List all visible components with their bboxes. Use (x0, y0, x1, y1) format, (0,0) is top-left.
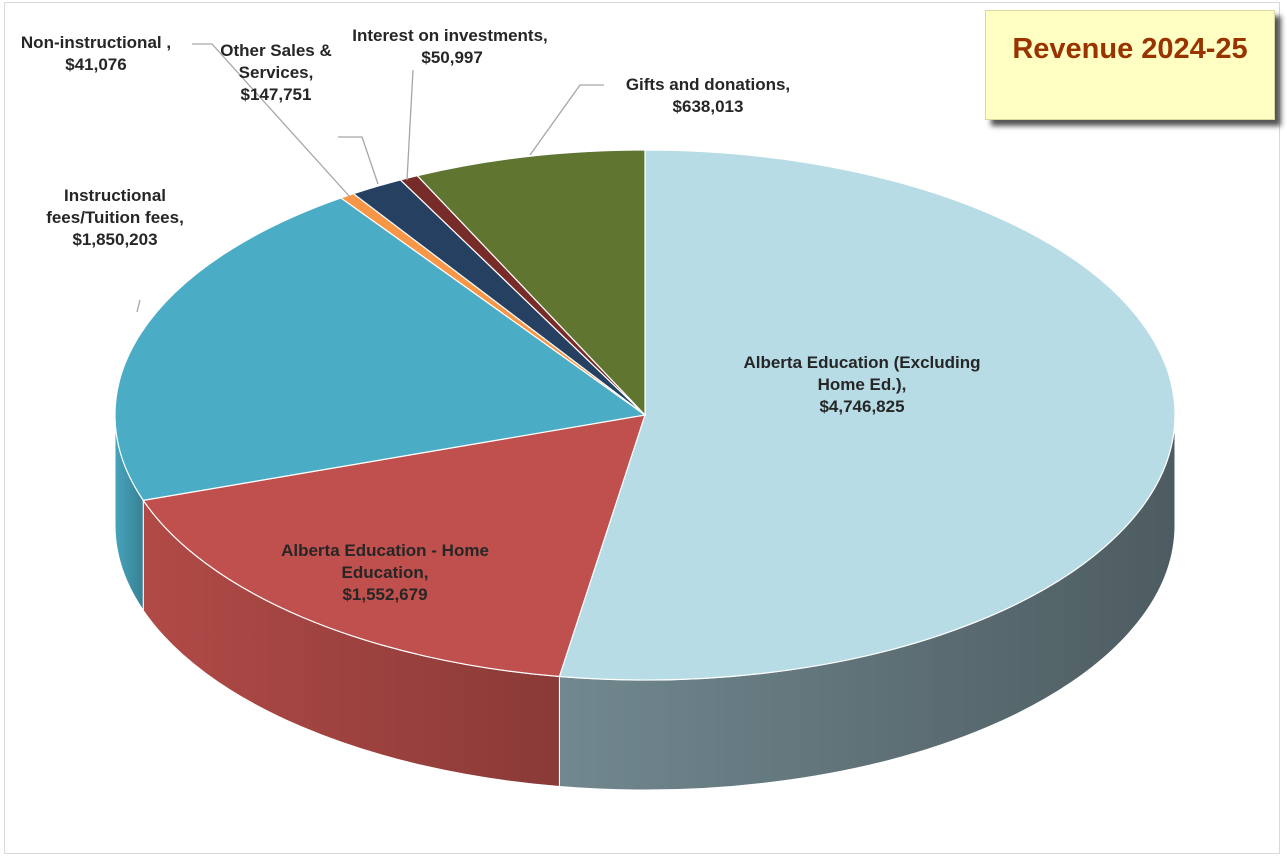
leader-line (529, 84, 604, 156)
data-label: Alberta Education (Excluding Home Ed.), $… (727, 352, 997, 418)
label-name: Other Sales & Services, (220, 41, 332, 82)
slice (558, 149, 1176, 681)
label-name: Alberta Education (Excluding Home Ed.), (743, 353, 981, 394)
leader-line (192, 43, 351, 198)
leader-line (338, 136, 379, 185)
chart-title: Revenue 2024-25 (1012, 33, 1248, 65)
data-label: Instructional fees/Tuition fees, $1,850,2… (45, 185, 185, 251)
slice (416, 149, 646, 417)
data-label: Other Sales & Services, $147,751 (216, 40, 336, 106)
label-value: $41,076 (65, 55, 127, 74)
label-name: Non-instructional , (20, 33, 172, 52)
data-label: Interest on investments, $50,997 (345, 25, 555, 69)
label-value: $4,746,825 (819, 397, 905, 416)
label-value: $50,997 (421, 48, 483, 67)
leader-line (406, 69, 414, 181)
label-value: $1,552,679 (342, 585, 428, 604)
data-label: Non-instructional , $41,076 (6, 32, 186, 76)
label-name: Gifts and donations, (625, 75, 791, 94)
slice (114, 197, 647, 502)
chart-frame (4, 2, 1280, 854)
title-box: Revenue 2024-25 (985, 10, 1275, 120)
label-value: $1,850,203 (72, 230, 158, 249)
label-name: Alberta Education - Home Education, (281, 541, 489, 582)
label-name: Interest on investments, (352, 26, 548, 45)
slice (142, 414, 646, 678)
label-value: $638,013 (672, 97, 744, 116)
label-value: $147,751 (240, 85, 312, 104)
data-label: Alberta Education - Home Education, $1,55… (265, 540, 505, 606)
label-name: Instructional fees/Tuition fees, (46, 186, 184, 227)
leader-line (136, 299, 141, 313)
data-label: Gifts and donations, $638,013 (578, 74, 838, 118)
